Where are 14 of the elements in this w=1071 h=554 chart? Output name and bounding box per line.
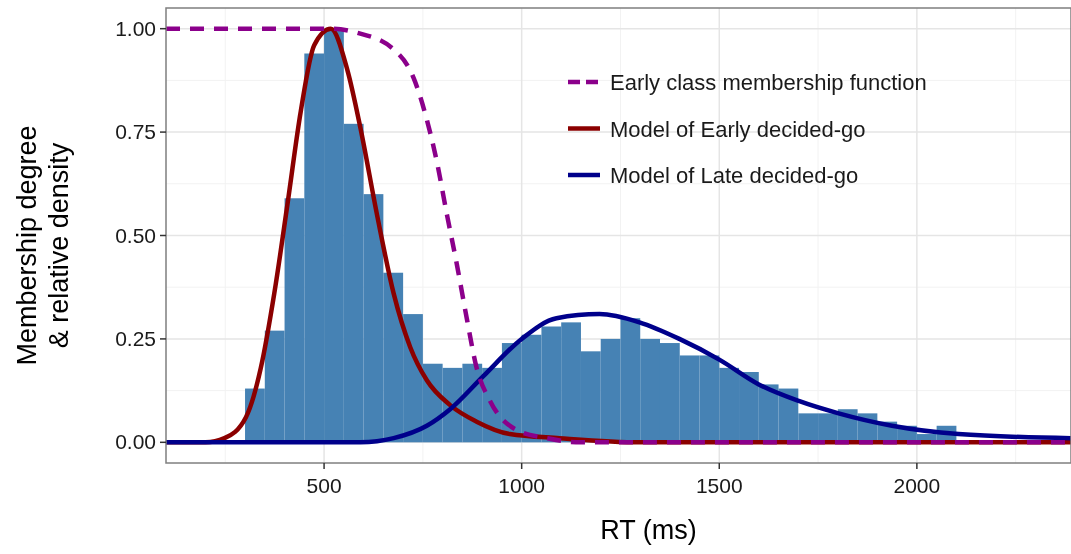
x-tick-label: 2000 — [893, 474, 941, 497]
y-tick-label: 0.75 — [115, 120, 156, 144]
x-tick-label: 500 — [306, 474, 342, 497]
y-tick-label: 0.50 — [115, 223, 156, 247]
y-tick-label: 0.25 — [115, 326, 156, 350]
x-tick-label: 1000 — [498, 474, 546, 497]
legend-label: Model of Early decided-go — [610, 116, 866, 142]
legend-label: Model of Late decided-go — [610, 163, 859, 188]
y-axis-title: Membership degree & relative density — [12, 125, 74, 366]
y-tick-label: 1.00 — [115, 16, 156, 40]
x-axis-title: RT (ms) — [600, 515, 697, 545]
x-tick-label: 1500 — [695, 474, 743, 497]
y-tick-label: 0.00 — [115, 430, 156, 454]
legend-label: Early class membership function — [610, 70, 927, 95]
